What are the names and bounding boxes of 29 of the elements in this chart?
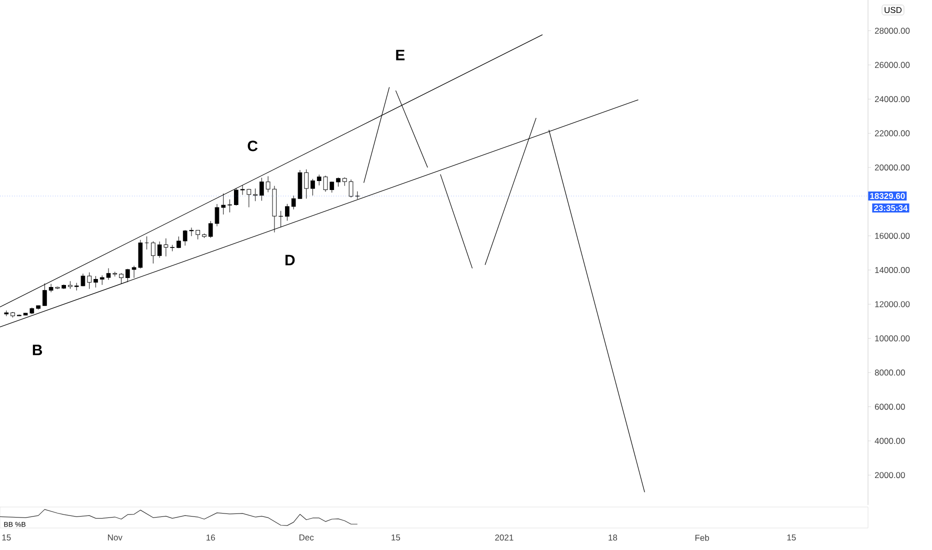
y-tick-label: 24000.00: [874, 96, 910, 102]
x-tick-label: Dec: [299, 534, 314, 540]
annotation: C: [248, 140, 258, 152]
y-tick-label: 4000.00: [874, 438, 905, 444]
annotation: D: [286, 254, 295, 266]
y-tick-label: 2000.00: [874, 472, 905, 478]
y-tick-label: 10000.00: [875, 335, 910, 342]
x-tick-label: Nov: [108, 534, 122, 540]
annotation: E: [396, 50, 405, 60]
x-tick-label: 2021: [495, 534, 514, 541]
y-tick-label: 20000.00: [874, 164, 910, 170]
y-tick-label: 22000.00: [874, 130, 910, 136]
y-tick-label: 6000.00: [874, 404, 905, 410]
y-tick-label: 12000.00: [875, 301, 910, 308]
x-tick-label: Feb: [695, 534, 710, 541]
x-tick-label: 18: [608, 534, 618, 541]
x-tick-label: 15: [2, 534, 11, 540]
y-tick-label: 16000.00: [875, 232, 910, 239]
x-tick-label: 15: [787, 534, 796, 540]
y-tick-label: 8000.00: [874, 370, 905, 376]
text: 23:35:34: [874, 205, 908, 212]
y-tick-label: 26000.00: [874, 62, 910, 68]
y-tick-label: 28000.00: [874, 28, 910, 34]
annotation: B: [32, 344, 42, 356]
ref-line-label: 18329.60: [870, 193, 905, 200]
x-tick-label: 15: [392, 534, 400, 540]
x-tick-label: 16: [206, 534, 215, 541]
y-tick-label: 14000.00: [875, 267, 910, 274]
y-axis-title: USD: [884, 6, 902, 14]
